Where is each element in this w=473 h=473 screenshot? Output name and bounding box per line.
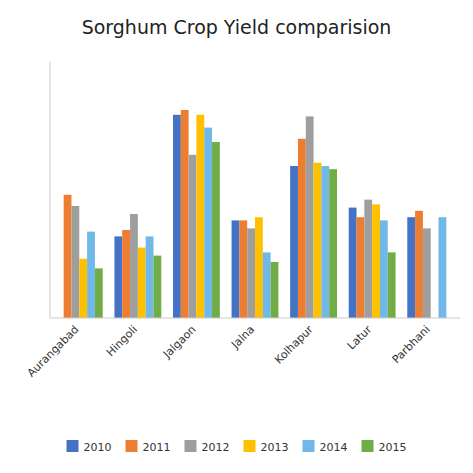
bar: [329, 169, 337, 318]
bar: [290, 166, 298, 318]
x-axis-line: [50, 318, 460, 319]
x-tick-label: Kolhapur: [272, 323, 316, 367]
bar: [298, 139, 306, 318]
bar: [204, 128, 212, 318]
bar: [247, 228, 255, 318]
bar: [357, 217, 365, 318]
bar: [122, 230, 130, 318]
bar: [380, 220, 388, 318]
bar: [321, 166, 329, 318]
legend-label: 2013: [261, 441, 289, 454]
bar: [263, 252, 271, 318]
bar: [138, 248, 146, 318]
bar: [364, 200, 372, 318]
bar: [153, 256, 161, 318]
bar: [439, 217, 447, 318]
bar: [372, 204, 380, 318]
chart: Sorghum Crop Yield comparision Aurangabad…: [0, 0, 473, 473]
legend-label: 2015: [379, 441, 407, 454]
legend-swatch: [185, 440, 197, 452]
y-axis-line: [50, 62, 51, 318]
legend-swatch: [67, 440, 79, 452]
bar: [87, 232, 95, 318]
x-tick-label: Jalna: [228, 323, 257, 352]
bar: [239, 220, 247, 318]
legend-swatch: [362, 440, 374, 452]
bar: [415, 211, 423, 318]
legend-item: 2010: [67, 440, 112, 454]
x-tick-label: Hingoli: [104, 323, 140, 359]
bar: [388, 252, 396, 318]
legend-swatch: [244, 440, 256, 452]
x-tick-label: Jalgaon: [160, 323, 199, 362]
bar: [423, 228, 431, 318]
bar: [146, 236, 154, 318]
bar: [232, 220, 240, 318]
legend-item: 2012: [185, 440, 230, 454]
bar: [114, 236, 122, 318]
legend-item: 2013: [244, 440, 289, 454]
bar: [212, 142, 220, 318]
bar: [130, 214, 138, 318]
bar: [79, 259, 87, 318]
bar: [255, 217, 263, 318]
bar: [306, 116, 314, 318]
legend-label: 2012: [202, 441, 230, 454]
legend-item: 2014: [303, 440, 348, 454]
legend-label: 2010: [84, 441, 112, 454]
chart-container: Sorghum Crop Yield comparision Aurangabad…: [0, 0, 473, 473]
legend: 2010 2011 2012 2013 2014 2015: [67, 440, 407, 454]
legend-swatch: [303, 440, 315, 452]
bar: [181, 110, 189, 318]
bar: [173, 115, 181, 318]
bar: [95, 268, 103, 318]
legend-label: 2014: [320, 441, 348, 454]
x-tick-label: Aurangabad: [25, 323, 82, 380]
bar: [407, 217, 415, 318]
bar: [271, 262, 279, 318]
legend-label: 2011: [143, 441, 171, 454]
legend-item: 2011: [126, 440, 171, 454]
x-tick-label: Parbhani: [390, 323, 433, 366]
legend-item: 2015: [362, 440, 407, 454]
bars: [64, 110, 447, 318]
x-tick-label: Latur: [345, 323, 375, 353]
bar: [349, 208, 357, 318]
title: Sorghum Crop Yield comparision: [82, 16, 392, 38]
legend-swatch: [126, 440, 138, 452]
bar: [64, 195, 72, 318]
bar: [189, 155, 197, 318]
bar: [71, 206, 79, 318]
bar: [196, 115, 204, 318]
bar: [314, 163, 322, 318]
